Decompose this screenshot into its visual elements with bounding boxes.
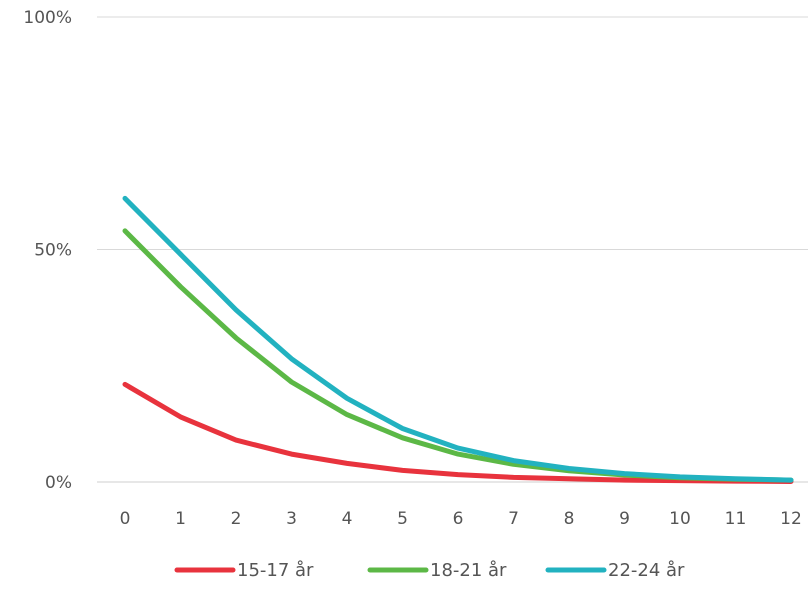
legend-label-3: 22-24 år <box>608 560 685 581</box>
x-tick-label: 1 <box>175 509 186 529</box>
x-tick-label: 7 <box>508 509 519 529</box>
series-lines <box>122 195 794 484</box>
legend-label-2: 18-21 år <box>430 560 507 581</box>
y-axis-tick-labels: 0% 50% 100% <box>23 8 72 493</box>
x-tick-label: 11 <box>725 509 747 529</box>
x-tick-label: 12 <box>780 509 802 529</box>
y-tick-label: 50% <box>34 241 72 261</box>
y-tick-label: 0% <box>45 473 72 493</box>
x-tick-label: 3 <box>286 509 297 529</box>
x-tick-label: 4 <box>342 509 353 529</box>
x-tick-label: 0 <box>120 509 131 529</box>
x-tick-label: 9 <box>619 509 630 529</box>
legend-label-1: 15-17 år <box>237 560 314 581</box>
x-tick-label: 10 <box>669 509 691 529</box>
grid-lines <box>97 16 808 483</box>
x-tick-label: 5 <box>397 509 408 529</box>
series-line-2 <box>122 228 794 483</box>
x-tick-label: 6 <box>453 509 464 529</box>
legend: 15-17 år 18-21 år 22-24 år <box>174 560 685 581</box>
x-tick-label: 2 <box>231 509 242 529</box>
series-line-3 <box>122 195 794 483</box>
x-tick-label: 8 <box>564 509 575 529</box>
x-axis-tick-labels: 0 1 2 3 4 5 6 7 8 9 10 11 12 <box>120 509 802 529</box>
y-tick-label: 100% <box>23 8 72 28</box>
series-line-1 <box>122 381 794 484</box>
